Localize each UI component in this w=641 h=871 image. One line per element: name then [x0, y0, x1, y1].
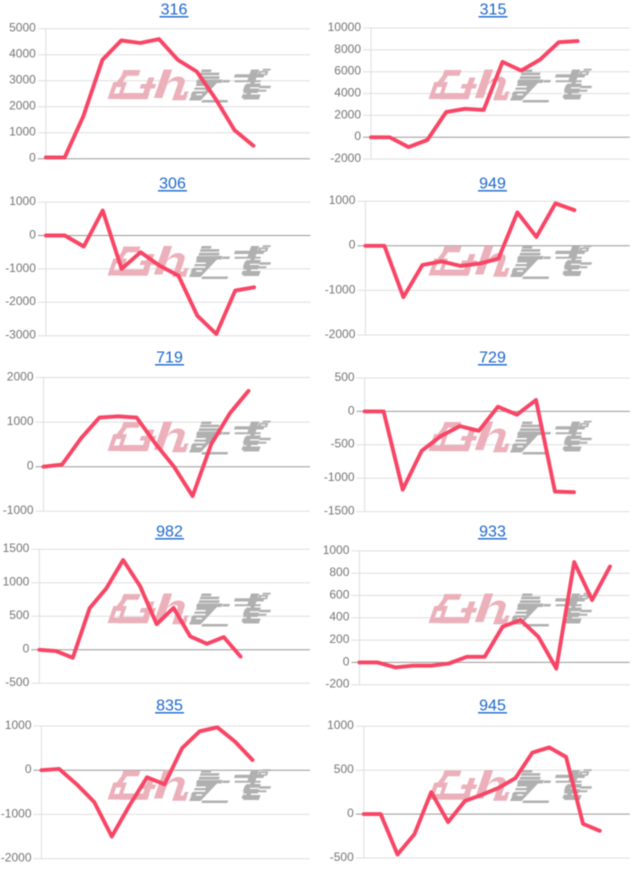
svg-text:3000: 3000 [9, 73, 36, 87]
svg-text:1000: 1000 [329, 193, 356, 207]
svg-text:0: 0 [347, 806, 354, 820]
svg-text:1000: 1000 [7, 414, 34, 428]
svg-text:4000: 4000 [9, 47, 36, 61]
svg-text:0: 0 [348, 403, 355, 417]
svg-text:-200: -200 [325, 677, 349, 691]
svg-text:0: 0 [25, 762, 32, 776]
svg-text:0: 0 [23, 642, 30, 656]
svg-text:0: 0 [27, 459, 34, 473]
svg-text:600: 600 [329, 587, 349, 601]
svg-text:945: 945 [479, 698, 506, 715]
svg-text:1500: 1500 [3, 541, 30, 555]
svg-text:2000: 2000 [7, 369, 34, 383]
svg-text:-1000: -1000 [3, 503, 34, 517]
svg-text:-2000: -2000 [325, 327, 356, 341]
svg-text:800: 800 [329, 565, 349, 579]
svg-text:949: 949 [479, 176, 506, 193]
svg-text:0: 0 [29, 151, 36, 165]
svg-text:1000: 1000 [3, 575, 30, 589]
svg-text:500: 500 [334, 762, 354, 776]
svg-text:-1000: -1000 [324, 470, 355, 484]
svg-text:2000: 2000 [334, 107, 361, 121]
svg-text:1000: 1000 [5, 718, 32, 732]
svg-text:-1000: -1000 [5, 261, 36, 275]
svg-text:316: 316 [161, 2, 188, 19]
svg-text:500: 500 [335, 370, 355, 384]
svg-text:1000: 1000 [327, 718, 354, 732]
svg-text:0: 0 [29, 227, 36, 241]
svg-text:5000: 5000 [9, 21, 36, 35]
svg-text:835: 835 [156, 698, 183, 715]
svg-text:8000: 8000 [334, 42, 361, 56]
svg-text:-1500: -1500 [324, 504, 355, 518]
svg-text:2000: 2000 [9, 99, 36, 113]
svg-text:-2000: -2000 [5, 294, 36, 308]
svg-text:982: 982 [156, 524, 183, 541]
svg-text:-500: -500 [330, 850, 354, 864]
svg-text:-500: -500 [331, 437, 355, 451]
svg-text:4000: 4000 [334, 86, 361, 100]
svg-text:400: 400 [329, 610, 349, 624]
svg-text:1000: 1000 [9, 194, 36, 208]
svg-text:-1000: -1000 [325, 282, 356, 296]
svg-text:0: 0 [349, 238, 356, 252]
svg-text:0: 0 [343, 654, 350, 668]
svg-text:719: 719 [156, 350, 183, 367]
svg-text:10000: 10000 [328, 20, 362, 34]
svg-text:200: 200 [329, 632, 349, 646]
svg-text:306: 306 [159, 176, 186, 193]
svg-text:-2000: -2000 [330, 151, 361, 165]
svg-text:-1000: -1000 [1, 806, 32, 820]
svg-text:-500: -500 [5, 675, 29, 689]
svg-text:1000: 1000 [323, 543, 350, 557]
svg-text:1000: 1000 [9, 125, 36, 139]
svg-text:0: 0 [354, 129, 361, 143]
svg-text:-3000: -3000 [5, 328, 36, 342]
svg-text:-2000: -2000 [1, 851, 32, 865]
svg-text:933: 933 [479, 524, 506, 541]
svg-text:729: 729 [479, 350, 506, 367]
svg-text:6000: 6000 [334, 64, 361, 78]
svg-text:500: 500 [9, 608, 29, 622]
svg-text:315: 315 [480, 2, 507, 19]
